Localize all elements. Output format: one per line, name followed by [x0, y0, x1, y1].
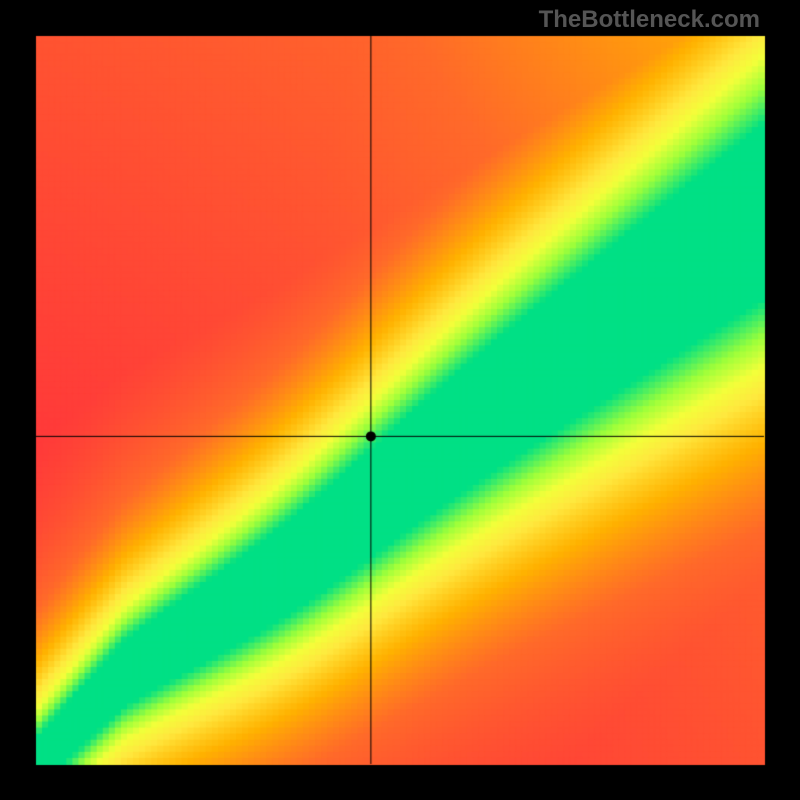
bottleneck-heatmap	[0, 0, 800, 800]
chart-root: { "watermark": { "text": "TheBottleneck.…	[0, 0, 800, 800]
watermark-text: TheBottleneck.com	[539, 6, 760, 34]
